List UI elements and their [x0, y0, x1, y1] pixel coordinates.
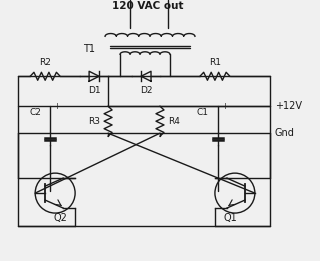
Text: Q2: Q2 — [53, 213, 67, 223]
Text: D2: D2 — [140, 86, 152, 95]
Text: C2: C2 — [29, 108, 41, 117]
Text: +: + — [53, 102, 60, 111]
Text: C1: C1 — [197, 108, 209, 117]
Text: R4: R4 — [168, 117, 180, 126]
Text: D1: D1 — [88, 86, 100, 95]
Text: T1: T1 — [83, 44, 95, 54]
Text: R2: R2 — [39, 58, 51, 67]
Text: R1: R1 — [209, 58, 221, 67]
Text: +: + — [221, 102, 228, 111]
Text: 120 VAC out: 120 VAC out — [112, 1, 184, 11]
Text: +12V: +12V — [275, 101, 302, 111]
Text: R3: R3 — [88, 117, 100, 126]
Text: Q1: Q1 — [223, 213, 237, 223]
Text: Gnd: Gnd — [275, 128, 295, 138]
